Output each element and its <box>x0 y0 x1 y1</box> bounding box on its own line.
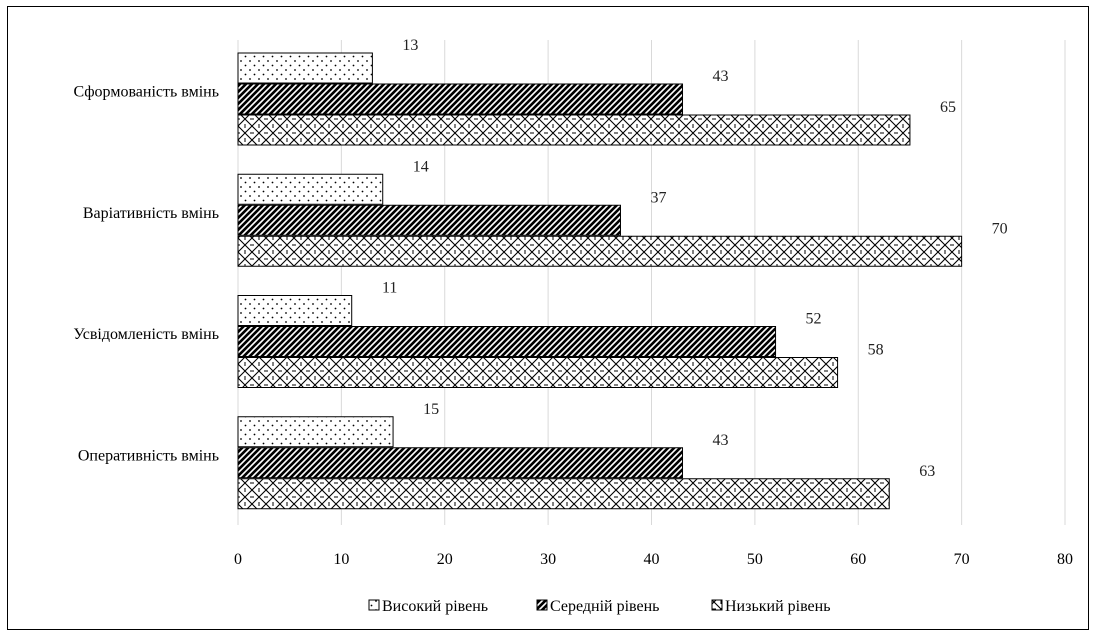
bar-1-3 <box>237 295 353 326</box>
legend-label-3: Низький рівень <box>725 598 831 615</box>
x-tick-label: 10 <box>333 551 349 568</box>
category-label: Сформованість вмінь <box>74 84 219 101</box>
x-tick-label: 40 <box>644 551 660 568</box>
bar-3-4 <box>237 478 890 510</box>
data-label: 52 <box>806 311 822 328</box>
bar-3-2 <box>237 235 963 267</box>
x-tick-label: 30 <box>540 551 556 568</box>
bar-1-2 <box>237 173 384 205</box>
legend-swatch-3 <box>711 599 723 611</box>
data-label: 14 <box>413 158 429 175</box>
category-labels-group: Сформованість вмінь Варіативність вмінь Ус… <box>73 84 219 465</box>
data-label: 58 <box>868 342 884 359</box>
data-label: 43 <box>713 68 729 85</box>
bar-1-4 <box>237 416 394 448</box>
bar-3-1 <box>237 114 911 146</box>
bar-2-4 <box>237 447 684 479</box>
category-label: Варіативність вмінь <box>83 205 219 222</box>
data-label: 37 <box>650 189 666 206</box>
data-label: 43 <box>713 432 729 449</box>
legend-swatch-1 <box>368 599 380 611</box>
data-labels-group: 13 43 65 14 37 70 11 52 58 15 43 63 <box>382 37 1008 480</box>
x-tick-label: 20 <box>437 551 453 568</box>
x-tick-label: 50 <box>747 551 763 568</box>
data-label: 70 <box>992 220 1008 237</box>
legend: Високий рівень Середній рівень Низький рів… <box>368 598 831 615</box>
category-label: Усвідомленість вмінь <box>73 326 219 343</box>
x-tick-label: 80 <box>1057 551 1073 568</box>
legend-label-2: Середній рівень <box>550 598 659 615</box>
x-tick-label: 60 <box>850 551 866 568</box>
bars-group <box>237 52 963 510</box>
data-label: 11 <box>382 280 397 297</box>
bar-1-1 <box>237 52 373 84</box>
data-label: 15 <box>423 401 439 418</box>
x-tick-label: 70 <box>954 551 970 568</box>
bar-2-3 <box>237 326 777 357</box>
legend-label-1: Високий рівень <box>382 598 488 615</box>
bar-2-2 <box>237 204 621 236</box>
data-label: 13 <box>402 37 418 54</box>
category-label: Оперативність вмінь <box>78 447 219 464</box>
data-label: 65 <box>940 99 956 116</box>
data-label: 63 <box>919 463 935 480</box>
x-tick-labels-group: 0 10 20 30 40 50 60 70 80 <box>234 551 1073 568</box>
bar-3-3 <box>237 357 839 388</box>
legend-swatch-2 <box>536 599 548 611</box>
bar-2-1 <box>237 83 684 115</box>
x-tick-label: 0 <box>234 551 242 568</box>
